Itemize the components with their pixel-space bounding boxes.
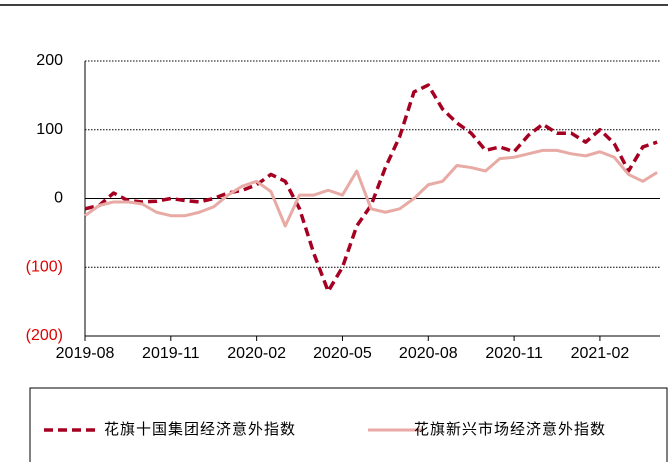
y-tick-label: 0	[54, 190, 63, 207]
x-tick-label: 2019-08	[56, 345, 115, 362]
x-tick-label: 2020-05	[313, 345, 372, 362]
y-tick-label: 200	[36, 52, 63, 69]
y-tick-label: (100)	[26, 258, 63, 275]
x-tick-label: 2021-02	[571, 345, 630, 362]
x-tick-label: 2019-11	[142, 345, 200, 362]
x-tick-label: 2020-11	[485, 345, 543, 362]
y-tick-label: (200)	[26, 327, 63, 344]
legend-box	[29, 387, 668, 462]
x-tick-label: 2020-08	[399, 345, 458, 362]
y-tick-label: 100	[36, 121, 63, 138]
series-line	[84, 148, 658, 228]
legend-label: 花旗新兴市场经济意外指数	[414, 420, 606, 438]
x-tick-label: 2020-02	[227, 345, 286, 362]
legend-label: 花旗十国集团经济意外指数	[104, 420, 296, 438]
series-line	[84, 83, 658, 294]
